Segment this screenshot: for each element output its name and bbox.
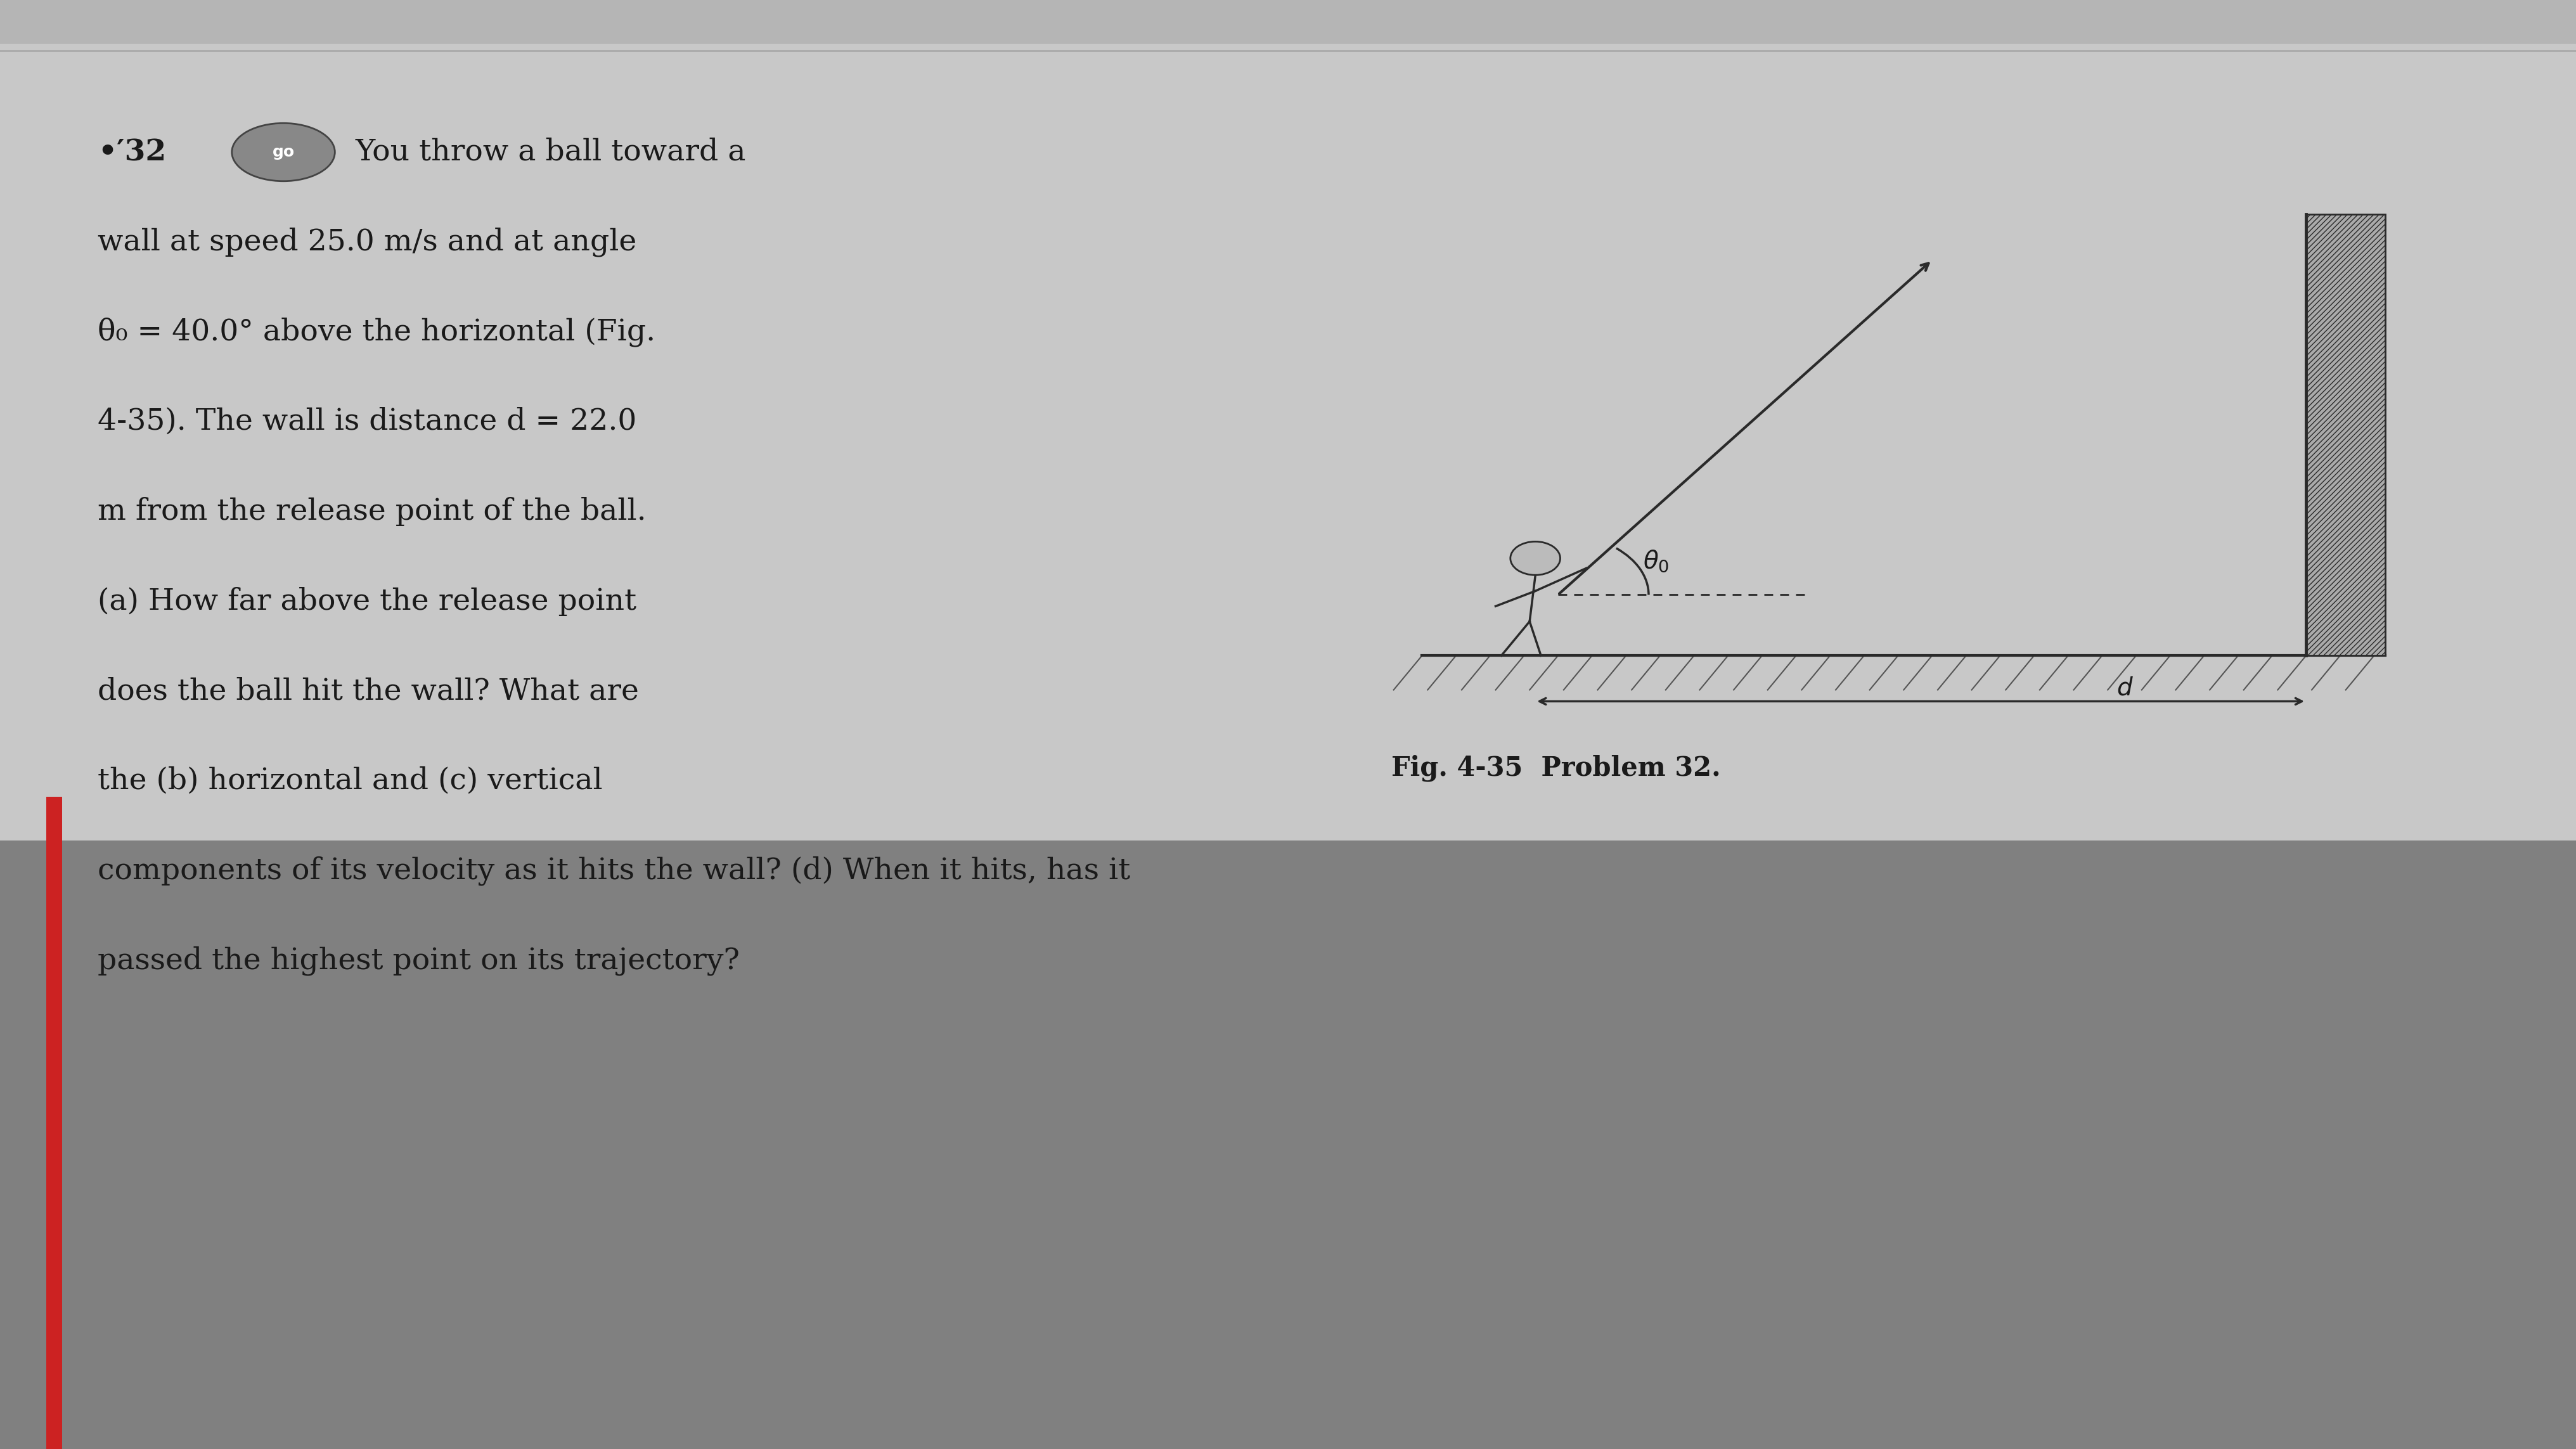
Text: m from the release point of the ball.: m from the release point of the ball. xyxy=(98,497,647,526)
Text: 4-35). The wall is distance d = 22.0: 4-35). The wall is distance d = 22.0 xyxy=(98,407,636,436)
Text: wall at speed 25.0 m/s and at angle: wall at speed 25.0 m/s and at angle xyxy=(98,227,636,256)
Bar xyxy=(2306,214,2385,655)
Text: •′32: •′32 xyxy=(98,138,167,167)
Text: components of its velocity as it hits the wall? (d) When it hits, has it: components of its velocity as it hits th… xyxy=(98,856,1131,885)
Text: Fig. 4-35  Problem 32.: Fig. 4-35 Problem 32. xyxy=(1391,755,1721,781)
Text: $\theta_0$: $\theta_0$ xyxy=(1643,548,1669,574)
Text: $d$: $d$ xyxy=(2115,677,2133,700)
Text: go: go xyxy=(273,145,294,159)
Circle shape xyxy=(1510,542,1561,575)
Text: You throw a ball toward a: You throw a ball toward a xyxy=(355,138,747,167)
Text: (a) How far above the release point: (a) How far above the release point xyxy=(98,587,636,616)
Text: passed the highest point on its trajectory?: passed the highest point on its trajecto… xyxy=(98,946,739,975)
Text: does the ball hit the wall? What are: does the ball hit the wall? What are xyxy=(98,677,639,706)
Text: the (b) horizontal and (c) vertical: the (b) horizontal and (c) vertical xyxy=(98,767,603,796)
Circle shape xyxy=(232,123,335,181)
Text: θ₀ = 40.0° above the horizontal (Fig.: θ₀ = 40.0° above the horizontal (Fig. xyxy=(98,317,657,346)
